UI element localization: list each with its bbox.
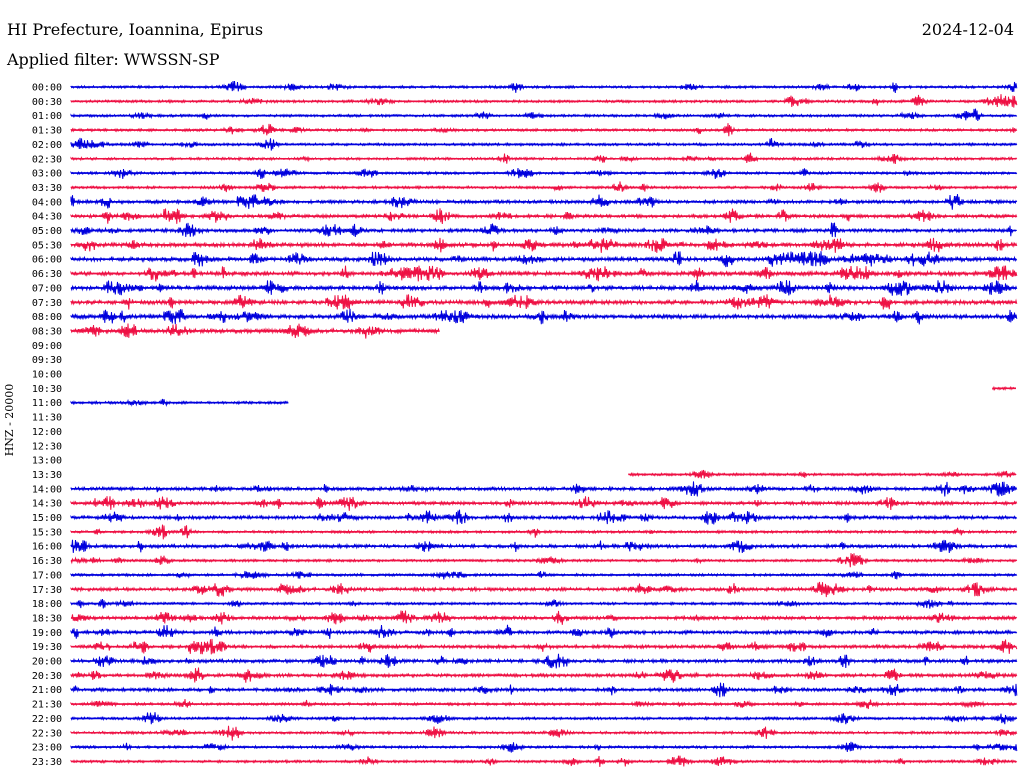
time-tick-label: 23:00	[32, 743, 62, 754]
time-tick-label: 13:00	[32, 456, 62, 467]
time-tick-label: 07:30	[32, 298, 62, 309]
time-tick-label: 02:30	[32, 154, 62, 165]
trace-line	[70, 280, 1018, 296]
time-tick-label: 05:30	[32, 240, 62, 251]
time-tick-label: 06:00	[32, 255, 62, 266]
time-tick-label: 19:30	[32, 642, 62, 653]
time-tick-label: 09:00	[32, 341, 62, 352]
time-tick-label: 02:00	[32, 140, 62, 151]
trace-line	[70, 108, 1018, 121]
time-tick-label: 03:00	[32, 169, 62, 180]
time-tick-label: 22:30	[32, 728, 62, 739]
time-tick-label: 11:30	[32, 413, 62, 424]
time-tick-label: 15:00	[32, 513, 62, 524]
time-tick-label: 15:30	[32, 527, 62, 538]
time-tick-label: 21:00	[32, 685, 62, 696]
time-tick-label: 17:00	[32, 570, 62, 581]
time-tick-label: 23:30	[32, 757, 62, 768]
time-tick-label: 16:30	[32, 556, 62, 567]
time-tick-label: 00:30	[32, 97, 62, 108]
time-tick-label: 10:30	[32, 384, 62, 395]
time-tick-label: 08:00	[32, 312, 62, 323]
time-tick-label: 03:30	[32, 183, 62, 194]
time-tick-label: 04:00	[32, 197, 62, 208]
time-tick-label: 22:00	[32, 714, 62, 725]
time-tick-label: 00:00	[32, 83, 62, 94]
station-title: HI Prefecture, Ioannina, Epirus	[7, 20, 264, 39]
time-tick-label: 09:30	[32, 355, 62, 366]
time-tick-label: 10:00	[32, 370, 62, 381]
time-tick-label: 20:00	[32, 657, 62, 668]
time-tick-label: 07:00	[32, 283, 62, 294]
date-label: 2024-12-04	[921, 20, 1014, 39]
time-tick-label: 06:30	[32, 269, 62, 280]
time-tick-label: 01:30	[32, 126, 62, 137]
time-tick-label: 01:00	[32, 111, 62, 122]
time-tick-label: 18:00	[32, 599, 62, 610]
time-tick-label: 14:00	[32, 484, 62, 495]
time-tick-label: 13:30	[32, 470, 62, 481]
time-tick-label: 21:30	[32, 700, 62, 711]
time-tick-label: 12:00	[32, 427, 62, 438]
time-tick-label: 05:00	[32, 226, 62, 237]
time-tick-label: 08:30	[32, 326, 62, 337]
time-tick-label: 19:00	[32, 628, 62, 639]
time-tick-label: 14:30	[32, 499, 62, 510]
time-tick-label: 11:00	[32, 398, 62, 409]
time-tick-label: 16:00	[32, 542, 62, 553]
time-tick-label: 20:30	[32, 671, 62, 682]
time-tick-label: 04:30	[32, 212, 62, 223]
time-tick-label: 17:30	[32, 585, 62, 596]
time-tick-label: 18:30	[32, 613, 62, 624]
time-tick-label: 12:30	[32, 441, 62, 452]
filter-label: Applied filter: WWSSN-SP	[7, 50, 220, 69]
